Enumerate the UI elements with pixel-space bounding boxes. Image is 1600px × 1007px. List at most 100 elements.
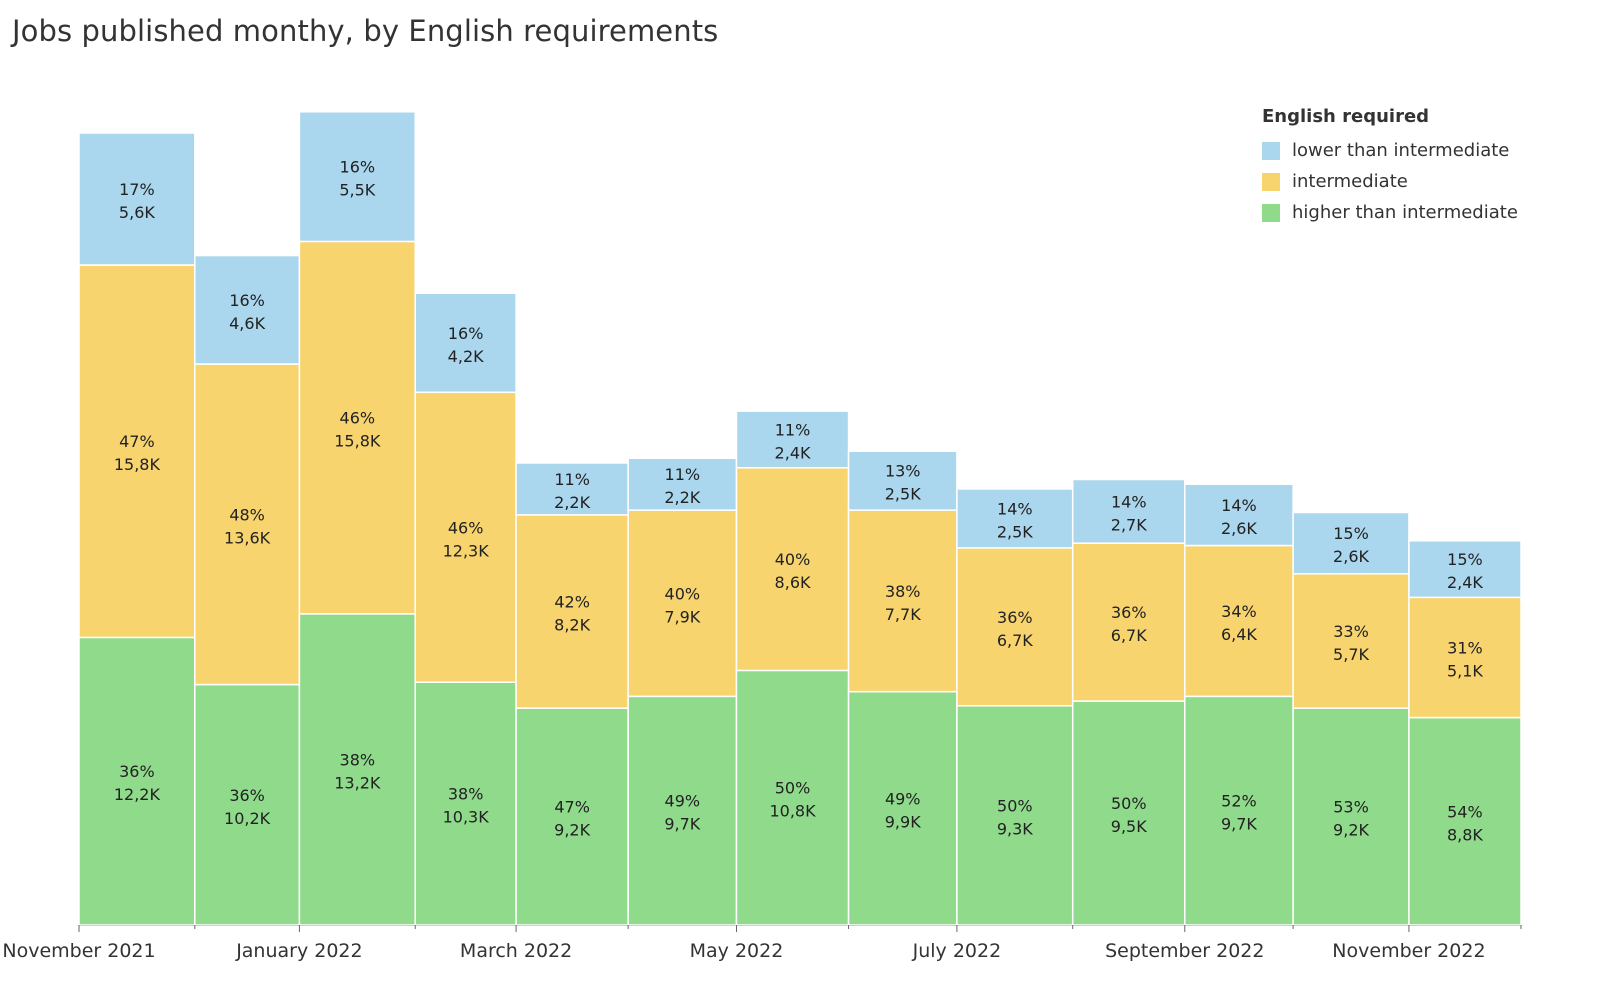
legend-swatch: [1262, 141, 1280, 160]
percent-label: 16%: [448, 324, 484, 343]
bar-segment: [298, 613, 416, 926]
percent-label: 46%: [448, 518, 484, 537]
bar-segment: [515, 707, 629, 926]
percent-label: 40%: [775, 550, 811, 569]
x-tick-label: May 2022: [690, 940, 784, 962]
x-tick-label: January 2022: [235, 940, 362, 962]
value-label: 6,7K: [997, 631, 1033, 650]
legend-item: lower than intermediate: [1262, 135, 1518, 166]
legend-swatch: [1262, 172, 1280, 191]
percent-label: 14%: [1111, 492, 1147, 511]
value-label: 5,5K: [339, 181, 375, 200]
x-tick-label: September 2022: [1105, 940, 1264, 962]
percent-label: 50%: [1111, 794, 1147, 813]
bar-segment: [78, 264, 196, 639]
bar-segment: [1292, 511, 1410, 575]
bar-segment: [78, 132, 196, 266]
value-label: 5,1K: [1447, 661, 1483, 680]
bar-segment: [1408, 596, 1522, 719]
legend-title: English required: [1262, 106, 1430, 127]
percent-label: 31%: [1447, 638, 1483, 657]
percent-label: 46%: [340, 409, 376, 428]
percent-label: 11%: [554, 470, 590, 489]
percent-label: 15%: [1447, 550, 1483, 569]
bar-segment: [627, 457, 738, 511]
percent-label: 47%: [554, 798, 590, 817]
value-label: 15,8K: [334, 432, 381, 451]
value-label: 4,6K: [229, 314, 265, 333]
percent-label: 11%: [665, 465, 701, 484]
bar-segment: [414, 292, 517, 394]
value-label: 2,7K: [1111, 515, 1147, 534]
percent-label: 11%: [775, 420, 811, 439]
legend-label: higher than intermediate: [1292, 202, 1518, 223]
percent-label: 42%: [554, 593, 590, 612]
bar-segment: [1408, 540, 1522, 599]
value-label: 12,2K: [114, 785, 161, 804]
percent-label: 49%: [665, 792, 701, 811]
value-label: 9,7K: [664, 815, 700, 834]
x-tick-label: July 2022: [912, 940, 1002, 962]
percent-label: 33%: [1333, 622, 1369, 641]
bar-segment: [1071, 478, 1186, 544]
bar-segment: [735, 466, 850, 672]
value-label: 2,2K: [554, 493, 590, 512]
bar-segment: [956, 547, 1074, 707]
value-label: 7,7K: [885, 605, 921, 624]
value-label: 5,6K: [119, 203, 155, 222]
x-tick-label: March 2022: [460, 940, 572, 962]
bars-group: 36% 12,2K 47% 15,8K 17% 5,6K 36% 10,2K 48% 13,6K 1…: [78, 111, 1522, 926]
value-label: 4,2K: [448, 347, 484, 366]
bar-segment: [956, 705, 1074, 926]
percent-label: 13%: [885, 462, 921, 481]
percent-label: 48%: [229, 505, 265, 524]
bar-segment: [78, 636, 196, 926]
value-label: 8,6K: [775, 573, 811, 592]
percent-label: 14%: [1221, 496, 1257, 515]
bar-segment: [847, 450, 958, 511]
bar-segment: [515, 514, 629, 709]
bar-segment: [1184, 695, 1294, 926]
legend-label: lower than intermediate: [1292, 140, 1510, 161]
bar-segment: [1071, 542, 1186, 702]
value-label: 2,5K: [885, 485, 921, 504]
percent-label: 38%: [340, 750, 376, 769]
bar-segment: [414, 391, 517, 683]
bar-segment: [627, 695, 738, 926]
value-label: 8,8K: [1447, 825, 1483, 844]
x-tick-label: November 2022: [1332, 940, 1485, 962]
value-label: 9,5K: [1111, 817, 1147, 836]
percent-label: 52%: [1221, 792, 1257, 811]
bar-segment: [515, 462, 629, 516]
percent-label: 36%: [1111, 603, 1147, 622]
value-label: 10,8K: [769, 802, 816, 821]
chart-title: Jobs published monthy, by English requir…: [12, 14, 719, 48]
value-label: 2,6K: [1221, 519, 1257, 538]
percent-label: 54%: [1447, 802, 1483, 821]
value-label: 9,2K: [1333, 821, 1369, 840]
percent-label: 34%: [1221, 602, 1257, 621]
percent-label: 49%: [885, 789, 921, 808]
percent-label: 15%: [1333, 524, 1369, 543]
value-label: 13,2K: [334, 773, 381, 792]
percent-label: 38%: [448, 785, 484, 804]
value-label: 8,2K: [554, 616, 590, 635]
percent-label: 50%: [775, 779, 811, 798]
bar-segment: [627, 509, 738, 698]
bar-segment: [1408, 716, 1522, 926]
percent-label: 36%: [119, 762, 155, 781]
value-label: 13,6K: [224, 528, 271, 547]
x-axis: November 2021 January 2022 March 2022 May 2…: [2, 925, 1522, 962]
value-label: 12,3K: [443, 541, 490, 560]
percent-label: 36%: [229, 786, 265, 805]
bar-segment: [194, 363, 301, 686]
value-label: 10,2K: [224, 809, 271, 828]
percent-label: 50%: [997, 796, 1033, 815]
value-label: 2,6K: [1333, 547, 1369, 566]
percent-label: 14%: [997, 499, 1033, 518]
value-label: 7,9K: [664, 607, 700, 626]
bar-segment: [956, 488, 1074, 549]
legend: English required lower than intermediate…: [1262, 106, 1518, 228]
value-label: 9,7K: [1221, 815, 1257, 834]
value-label: 5,7K: [1333, 645, 1369, 664]
